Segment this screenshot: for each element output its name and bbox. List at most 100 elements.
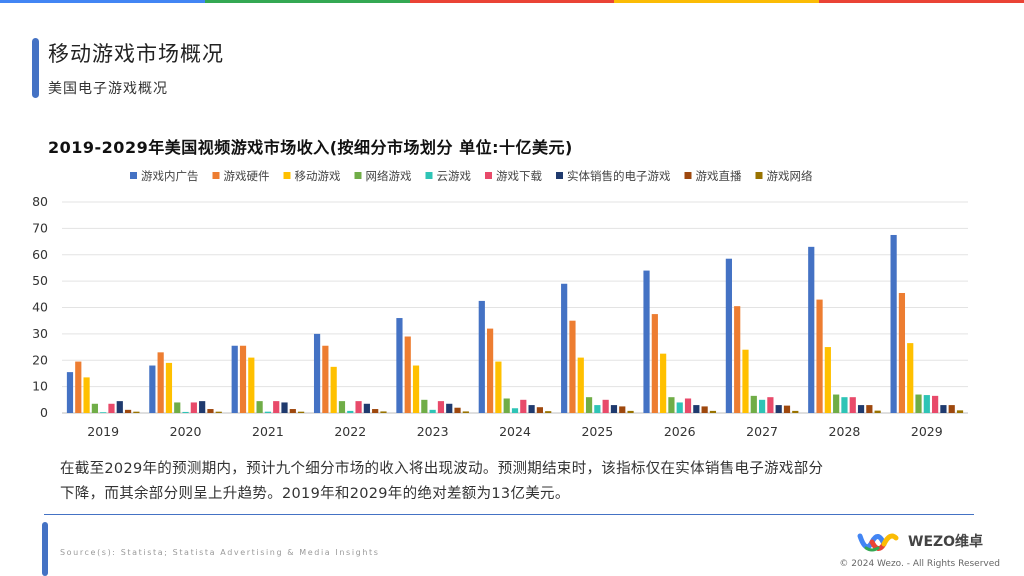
bar xyxy=(330,366,337,413)
bar xyxy=(289,409,296,413)
top-bar-segment xyxy=(819,0,1024,3)
x-tick-label: 2028 xyxy=(829,424,861,439)
bar xyxy=(487,328,494,413)
bar xyxy=(454,407,461,413)
footer-divider xyxy=(44,514,974,515)
bar xyxy=(627,410,634,413)
y-tick-label: 10 xyxy=(32,379,48,394)
legend-label: 游戏网络 xyxy=(767,169,813,183)
bar xyxy=(940,405,947,413)
bar xyxy=(775,405,782,413)
bar xyxy=(701,406,708,413)
bar xyxy=(256,401,263,413)
bar xyxy=(792,410,799,413)
x-tick-label: 2026 xyxy=(664,424,696,439)
bar xyxy=(660,353,667,413)
bar xyxy=(577,357,584,413)
bar xyxy=(520,399,527,413)
bar xyxy=(182,411,189,413)
bar xyxy=(651,314,658,413)
page-title: 移动游戏市场概况 xyxy=(48,42,224,66)
bar xyxy=(355,401,362,413)
bar xyxy=(298,411,305,413)
bar xyxy=(619,406,626,413)
bar xyxy=(758,399,766,413)
bar xyxy=(808,246,815,413)
bar xyxy=(874,410,881,413)
legend-label: 云游戏 xyxy=(437,169,472,183)
legend-label: 实体销售的电子游戏 xyxy=(567,169,671,183)
bar xyxy=(108,403,115,413)
source-note: Source(s): Statista; Statista Advertisin… xyxy=(60,548,380,557)
bar xyxy=(849,397,856,413)
bar xyxy=(404,336,411,413)
x-tick-label: 2020 xyxy=(170,424,202,439)
bar xyxy=(915,394,922,413)
bar xyxy=(124,409,132,413)
bar xyxy=(742,349,749,413)
x-tick-label: 2024 xyxy=(499,424,531,439)
top-bar-segment xyxy=(0,0,205,3)
bar xyxy=(273,401,280,413)
bar xyxy=(215,411,222,413)
x-tick-label: 2021 xyxy=(252,424,284,439)
bar xyxy=(157,352,164,413)
bar xyxy=(165,362,173,413)
bar xyxy=(511,408,519,413)
y-tick-label: 50 xyxy=(32,273,48,288)
bar xyxy=(643,270,650,413)
bar xyxy=(83,377,90,413)
x-tick-label: 2029 xyxy=(911,424,943,439)
chart-title: 2019-2029年美国视频游戏市场收入(按细分市场划分 单位:十亿美元) xyxy=(48,138,573,157)
legend-swatch xyxy=(556,172,563,179)
bar xyxy=(149,365,156,413)
bar xyxy=(932,395,939,413)
legend-swatch xyxy=(485,172,492,179)
bar xyxy=(133,411,140,413)
bar xyxy=(372,409,379,413)
bar xyxy=(668,397,675,413)
wezo-logo-icon xyxy=(857,533,899,552)
legend-swatch xyxy=(354,172,362,179)
y-tick-label: 80 xyxy=(32,194,48,209)
legend-swatch xyxy=(283,172,291,179)
bar xyxy=(833,394,840,413)
top-color-bar xyxy=(0,0,1024,3)
bar xyxy=(569,320,576,413)
legend-swatch xyxy=(755,172,763,179)
bar xyxy=(281,402,288,413)
chart-grid xyxy=(62,201,968,414)
legend-swatch xyxy=(684,172,692,179)
x-tick-label: 2023 xyxy=(417,424,449,439)
logo-text: WEZO维卓 xyxy=(908,534,984,550)
legend-label: 网络游戏 xyxy=(366,169,412,183)
bar xyxy=(380,411,387,413)
bar xyxy=(866,405,873,413)
bar-chart: 游戏内广告 游戏硬件 移动游戏 网络游戏 云游戏 游戏下载 实体销售的电子游戏 游戏直播 游戏网… xyxy=(32,169,968,439)
bar xyxy=(956,410,964,413)
bar xyxy=(248,357,255,413)
bar xyxy=(503,398,510,413)
y-tick-label: 20 xyxy=(32,352,48,367)
summary-line-1: 在截至2029年的预测期内，预计九个细分市场的收入将出现波动。预测期结束时，该指… xyxy=(60,461,824,477)
x-tick-label: 2027 xyxy=(746,424,778,439)
bar xyxy=(239,345,247,413)
bar xyxy=(495,361,502,413)
legend-label: 游戏直播 xyxy=(696,169,742,183)
bar xyxy=(412,365,420,413)
bar xyxy=(907,343,914,413)
bar xyxy=(898,292,906,413)
bar xyxy=(91,403,98,413)
bar xyxy=(594,405,601,413)
bar xyxy=(684,398,692,413)
chart-summary: 在截至2029年的预测期内，预计九个细分市场的收入将出现波动。预测期结束时，该指… xyxy=(60,457,930,507)
bar xyxy=(190,402,197,413)
bar xyxy=(824,347,831,413)
bar xyxy=(396,318,403,413)
summary-line-2: 下降，而其余部分则呈上升趋势。2019年和2029年的绝对差额为13亿美元。 xyxy=(60,486,570,502)
bar xyxy=(363,403,370,413)
bar xyxy=(313,333,321,414)
y-axis: 0 10 20 30 40 50 60 70 80 xyxy=(32,194,48,420)
bar xyxy=(783,405,791,413)
bar xyxy=(264,411,272,413)
